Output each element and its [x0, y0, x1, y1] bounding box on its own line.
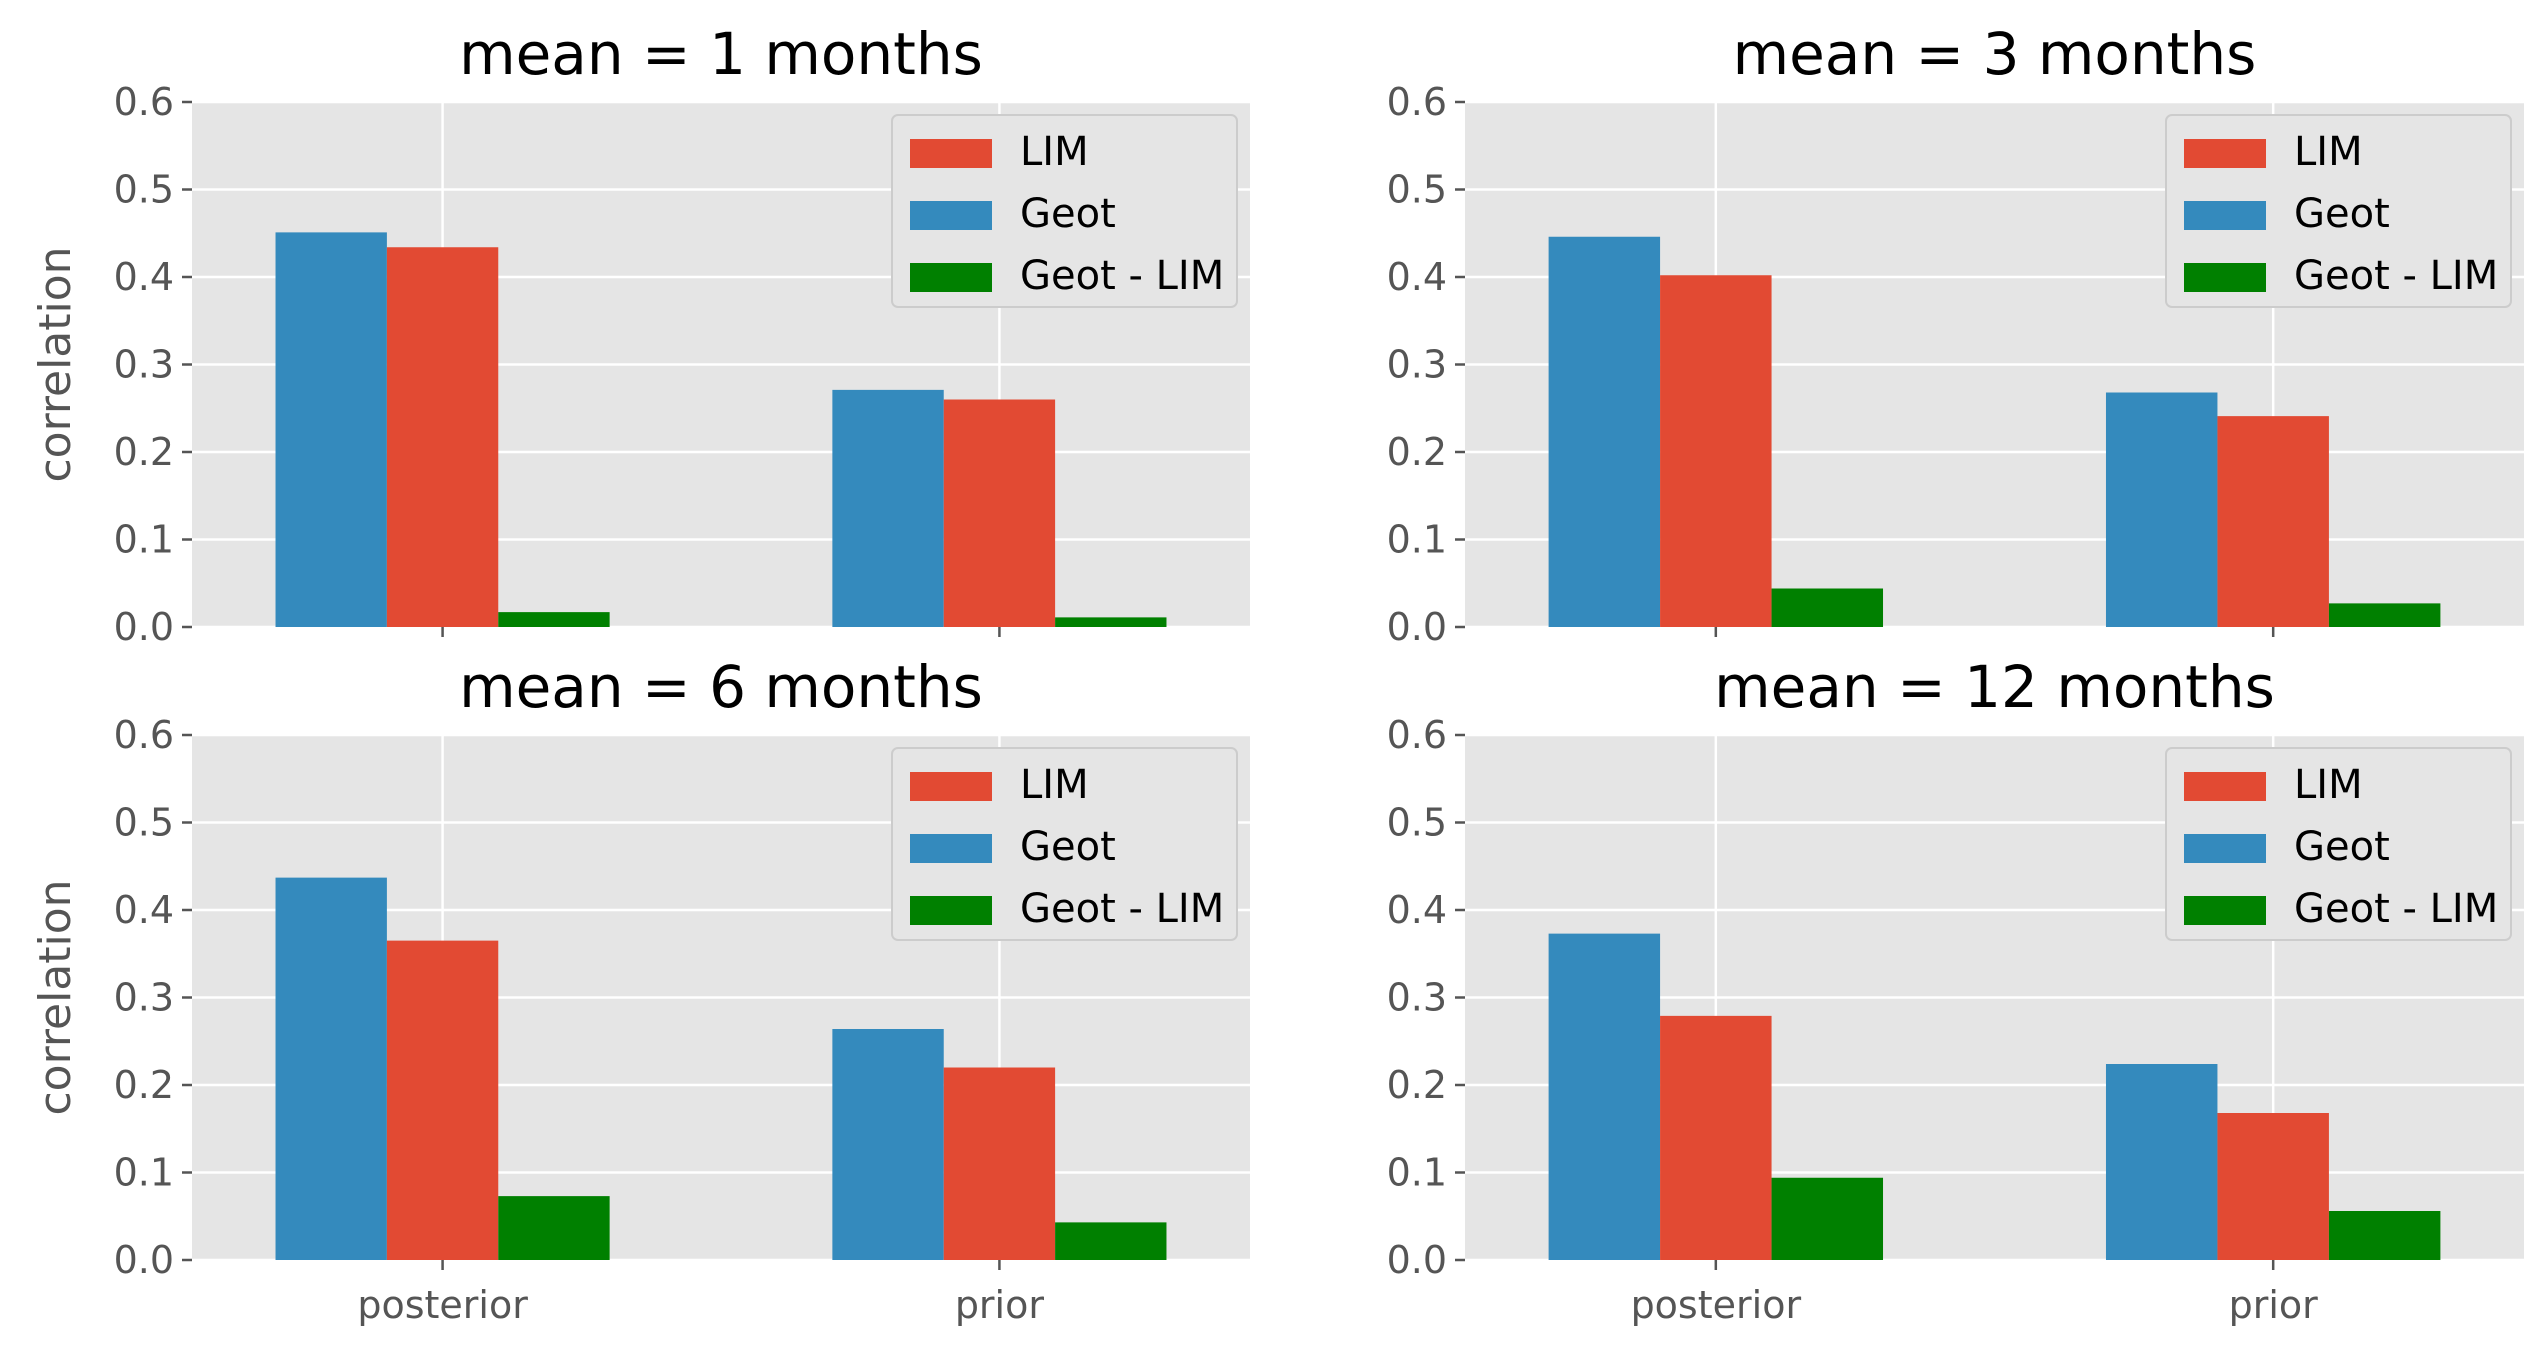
legend-swatch [2184, 201, 2266, 230]
y-tick-label: 0.6 [1387, 713, 1447, 757]
bar-geot-posterior [1548, 236, 1661, 627]
legend-label: LIM [1020, 762, 1089, 808]
x-tick-label: posterior [1631, 1283, 1802, 1327]
y-tick-label: 0.3 [114, 343, 174, 387]
chart-panel-1: 0.0 0.1 0.2 0.3 0.4 0.5 0.6 mean = 1 months corr… [30, 20, 1250, 649]
bar-geot-lim-posterior [1771, 588, 1884, 627]
x-tick-label: prior [955, 1283, 1045, 1327]
chart-title: mean = 3 months [1733, 20, 2257, 88]
bar-lim-prior [2217, 416, 2329, 627]
bar-lim-prior [2217, 1113, 2329, 1260]
bar-geot-lim-posterior [498, 1196, 610, 1260]
legend: LIM Geot Geot - LIM [891, 114, 1238, 308]
y-tick-label: 0.4 [1387, 255, 1447, 299]
legend-label: Geot - LIM [2294, 886, 2498, 932]
legend-label: Geot [2294, 191, 2390, 237]
legend-label: LIM [1020, 129, 1089, 175]
chart-panel-2: 0.0 0.1 0.2 0.3 0.4 0.5 0.6 mean = 3 months LIM G… [1387, 20, 2524, 649]
y-tick-label: 0.1 [1387, 518, 1447, 562]
y-tick-label: 0.6 [1387, 80, 1447, 124]
legend: LIM Geot Geot - LIM [2165, 747, 2512, 941]
y-tick-label: 0.5 [114, 801, 174, 845]
bar-geot-prior [2105, 1064, 2218, 1260]
x-tick-label: prior [2229, 1283, 2319, 1327]
bar-lim-prior [943, 399, 1056, 627]
legend-label: LIM [2294, 129, 2363, 175]
legend-swatch [910, 896, 992, 925]
legend-swatch [910, 263, 992, 292]
legend-swatch [910, 772, 992, 801]
y-tick-label: 0.0 [1387, 1238, 1447, 1282]
bar-geot-prior [832, 389, 944, 627]
y-tick-label: 0.2 [114, 1063, 174, 1107]
legend-swatch [910, 834, 992, 863]
chart-title: mean = 12 months [1714, 653, 2275, 721]
legend-swatch [2184, 772, 2266, 801]
bar-geot-lim-prior [1055, 1222, 1167, 1260]
chart-title: mean = 1 months [459, 20, 983, 88]
y-tick-label: 0.2 [114, 430, 174, 474]
y-tick-label: 0.3 [1387, 976, 1447, 1020]
legend-swatch [2184, 139, 2266, 168]
legend-label: Geot - LIM [1020, 253, 1224, 299]
bar-geot-posterior [275, 232, 387, 627]
legend-label: Geot [1020, 191, 1116, 237]
y-tick-label: 0.3 [114, 976, 174, 1020]
y-tick-label: 0.2 [1387, 430, 1447, 474]
bar-geot-lim-prior [2328, 603, 2441, 627]
bar-geot-posterior [275, 877, 387, 1260]
bar-geot-prior [2105, 392, 2218, 627]
y-tick-label: 0.0 [114, 605, 174, 649]
y-tick-label: 0.5 [1387, 801, 1447, 845]
legend-swatch [2184, 263, 2266, 292]
legend-label: Geot [2294, 824, 2390, 870]
bar-lim-prior [943, 1067, 1056, 1260]
y-tick-label: 0.1 [114, 1151, 174, 1195]
y-axis-label: correlation [30, 246, 81, 482]
legend-swatch [2184, 834, 2266, 863]
y-tick-label: 0.3 [1387, 343, 1447, 387]
bar-geot-lim-posterior [1771, 1177, 1884, 1260]
y-tick-label: 0.4 [114, 888, 174, 932]
y-tick-label: 0.0 [114, 1238, 174, 1282]
y-tick-label: 0.0 [1387, 605, 1447, 649]
legend: LIM Geot Geot - LIM [2165, 114, 2512, 308]
bar-geot-lim-prior [2328, 1211, 2441, 1260]
y-tick-label: 0.2 [1387, 1063, 1447, 1107]
chart-title: mean = 6 months [459, 653, 983, 721]
legend-label: Geot - LIM [2294, 253, 2498, 299]
legend-swatch [910, 139, 992, 168]
bar-geot-posterior [1548, 933, 1661, 1260]
y-tick-label: 0.1 [114, 518, 174, 562]
bar-lim-posterior [386, 247, 499, 627]
y-tick-label: 0.6 [114, 713, 174, 757]
y-tick-label: 0.4 [114, 255, 174, 299]
bar-lim-posterior [1660, 275, 1772, 627]
bar-lim-posterior [386, 940, 499, 1260]
y-axis-label: correlation [30, 879, 81, 1115]
bar-geot-prior [832, 1029, 944, 1260]
y-tick-label: 0.4 [1387, 888, 1447, 932]
bar-lim-posterior [1660, 1015, 1772, 1260]
legend-swatch [2184, 896, 2266, 925]
legend-label: LIM [2294, 762, 2363, 808]
chart-panel-3: 0.0 0.1 0.2 0.3 0.4 0.5 0.6 posterior prior mean … [30, 653, 1250, 1327]
legend-label: Geot [1020, 824, 1116, 870]
y-tick-label: 0.5 [1387, 168, 1447, 212]
chart-panel-4: 0.0 0.1 0.2 0.3 0.4 0.5 0.6 posterior prior mean … [1387, 653, 2524, 1327]
y-tick-label: 0.6 [114, 80, 174, 124]
legend-swatch [910, 201, 992, 230]
legend: LIM Geot Geot - LIM [891, 747, 1238, 941]
bar-geot-lim-prior [1055, 617, 1167, 627]
y-tick-label: 0.5 [114, 168, 174, 212]
y-tick-label: 0.1 [1387, 1151, 1447, 1195]
x-tick-label: posterior [357, 1283, 528, 1327]
bar-geot-lim-posterior [498, 612, 610, 627]
legend-label: Geot - LIM [1020, 886, 1224, 932]
